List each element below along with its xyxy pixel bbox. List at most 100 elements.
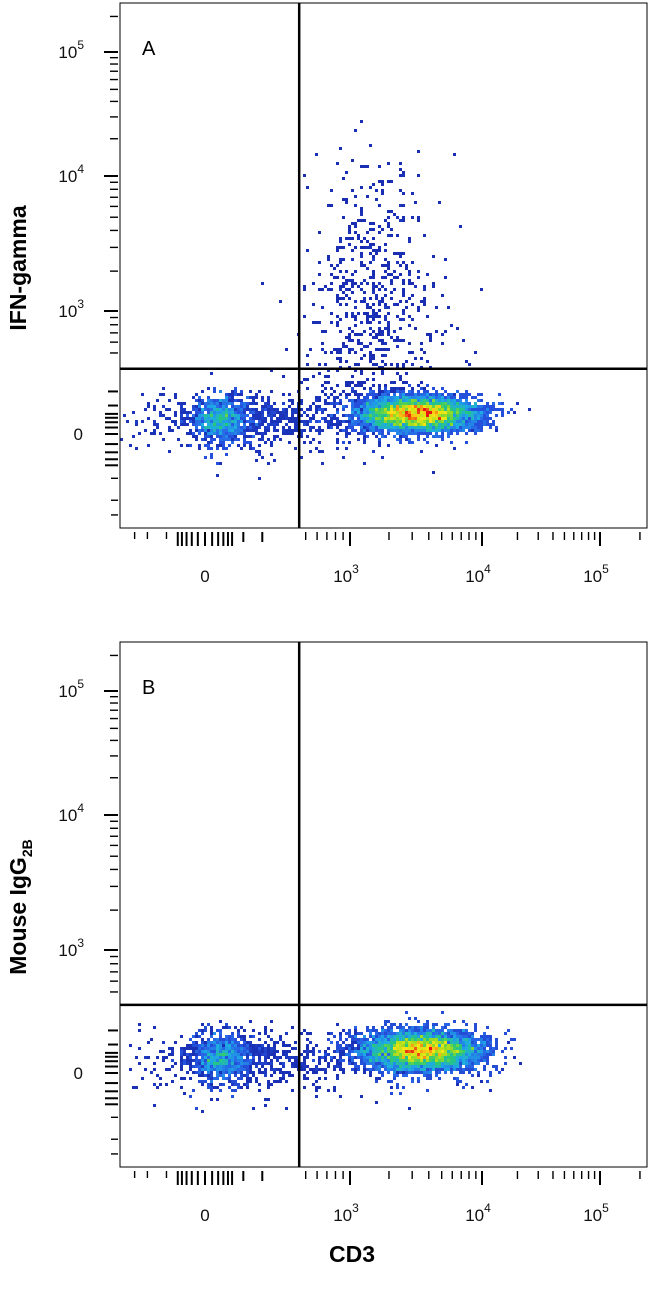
event-point [432,1065,435,1068]
event-point [300,1065,303,1068]
event-point [399,435,402,438]
event-point [366,306,369,309]
event-point [474,1029,477,1032]
event-point [219,1053,222,1056]
event-point [453,411,456,414]
event-point [348,327,351,330]
event-point [195,411,198,414]
event-point [369,1062,372,1065]
event-point [327,1089,330,1092]
event-point [144,1068,147,1071]
event-point [381,1056,384,1059]
event-point [246,420,249,423]
event-point [381,414,384,417]
event-point [336,321,339,324]
event-point [222,1041,225,1044]
event-point [339,399,342,402]
event-point [387,225,390,228]
event-point [207,420,210,423]
event-point [237,1050,240,1053]
event-point [417,426,420,429]
event-point [228,417,231,420]
event-point [345,1047,348,1050]
event-point [378,333,381,336]
event-point [378,321,381,324]
event-point [267,1083,270,1086]
event-point [414,417,417,420]
event-point [369,1071,372,1074]
event-point [465,1023,468,1026]
event-point [432,396,435,399]
event-point [459,225,462,228]
event-point [423,1071,426,1074]
event-point [231,399,234,402]
event-point [339,288,342,291]
event-point [261,1053,264,1056]
event-point [252,420,255,423]
event-point [201,429,204,432]
event-point [480,1056,483,1059]
event-point [375,363,378,366]
event-point [222,432,225,435]
event-point [219,1074,222,1077]
event-point [384,423,387,426]
event-point [243,444,246,447]
event-point [189,420,192,423]
event-point [423,417,426,420]
event-point [426,405,429,408]
event-point [420,1047,423,1050]
event-point [402,192,405,195]
event-point [435,1071,438,1074]
event-point [309,429,312,432]
event-point [312,1071,315,1074]
event-point [360,417,363,420]
event-point [426,1026,429,1029]
event-point [258,426,261,429]
event-point [477,411,480,414]
event-point [138,432,141,435]
event-point [210,441,213,444]
event-point [255,1065,258,1068]
event-point [465,399,468,402]
event-point [474,420,477,423]
event-point [468,1059,471,1062]
event-point [294,429,297,432]
event-point [186,1047,189,1050]
event-point [366,1059,369,1062]
event-point [474,351,477,354]
event-point [210,1086,213,1089]
event-point [489,1089,492,1092]
event-point [429,420,432,423]
event-point [417,1044,420,1047]
event-point [327,255,330,258]
event-point [291,429,294,432]
event-point [390,405,393,408]
event-point [273,1047,276,1050]
y-tick-label: 103 [58,936,84,960]
event-point [405,264,408,267]
event-point [201,390,204,393]
event-point [375,1035,378,1038]
event-point [213,399,216,402]
event-point [399,1044,402,1047]
event-point [348,1029,351,1032]
event-point [486,1038,489,1041]
event-point [210,438,213,441]
event-point [219,435,222,438]
event-point [327,420,330,423]
event-point [435,1059,438,1062]
event-point [447,1056,450,1059]
event-point [399,1059,402,1062]
event-point [369,327,372,330]
event-point [147,402,150,405]
event-point [384,405,387,408]
event-point [249,1062,252,1065]
event-point [480,420,483,423]
event-point [429,1053,432,1056]
event-point [363,1047,366,1050]
event-point [246,1065,249,1068]
event-point [288,1050,291,1053]
event-point [231,411,234,414]
event-point [417,216,420,219]
event-point [360,1032,363,1035]
